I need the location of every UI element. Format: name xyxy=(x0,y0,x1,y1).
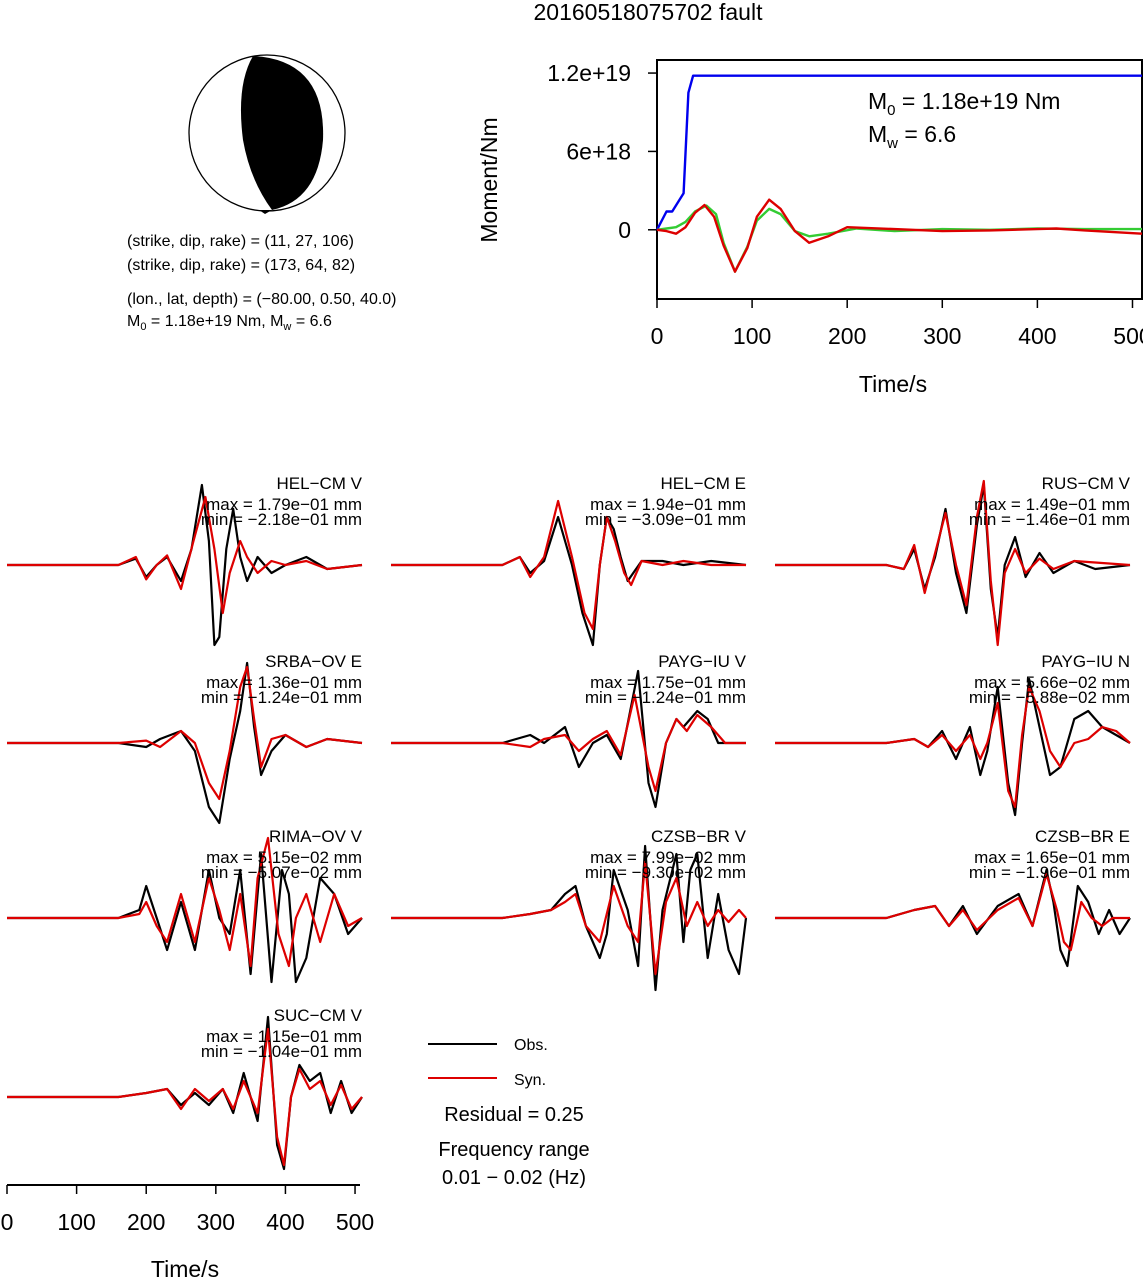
legend-syn-label: Syn. xyxy=(514,1072,546,1089)
waveform-x-tick-label: 400 xyxy=(266,1209,304,1235)
hypocenter-text: (lon., lat, depth) = (−80.00, 0.50, 40.0… xyxy=(127,291,397,308)
max-amplitude-label: max = 1.94e−01 mm xyxy=(590,495,746,514)
waveform-x-tick-label: 0 xyxy=(1,1209,14,1235)
frequency-value: 0.01 − 0.02 (Hz) xyxy=(442,1167,586,1189)
min-amplitude-label: min = −1.04e−01 mm xyxy=(201,1042,362,1061)
mechanism-text: (strike, dip, rake) = (11, 27, 106) (str… xyxy=(127,233,397,333)
legend-obs-label: Obs. xyxy=(514,1037,548,1054)
residual-text: Residual = 0.25 xyxy=(444,1104,584,1126)
waveform-x-tick-label: 200 xyxy=(127,1209,165,1235)
synthetic-waveform xyxy=(775,685,1131,809)
min-amplitude-label: min = −2.18e−01 mm xyxy=(201,510,362,529)
synthetic-waveform xyxy=(391,693,746,793)
synthetic-waveform xyxy=(7,495,363,615)
moment-plot-frame xyxy=(656,59,1143,300)
observed-waveform xyxy=(391,515,747,647)
synthetic-waveform xyxy=(391,860,747,976)
moment-x-tick-label: 300 xyxy=(923,323,961,349)
legend: Obs. Syn. Residual = 0.25 Frequency rang… xyxy=(428,1037,590,1189)
nodal-plane-1: (strike, dip, rake) = (11, 27, 106) xyxy=(127,233,354,250)
max-amplitude-label: max = 1.15e−01 mm xyxy=(206,1027,362,1046)
moment-y-tick-label: 1.2e+19 xyxy=(547,60,631,86)
observed-waveform xyxy=(391,669,746,809)
max-amplitude-label: max = 1.79e−01 mm xyxy=(206,495,362,514)
station-label: CZSB−BR V xyxy=(651,827,747,846)
waveform-x-tick-label: 100 xyxy=(57,1209,95,1235)
max-amplitude-label: max = 1.36e−01 mm xyxy=(206,673,362,692)
beachball xyxy=(188,54,346,214)
max-amplitude-label: max = 7.99e−02 mm xyxy=(590,848,746,867)
moment-annotation-mw: Mw = 6.6 xyxy=(868,121,956,152)
moment-chart: 0 100 200 300 400 500 0 6e+18 1.2e+19 M0 = 1.18… xyxy=(476,59,1143,397)
nodal-plane-2: (strike, dip, rake) = (173, 64, 82) xyxy=(127,257,355,274)
station-label: PAYG−IU N xyxy=(1041,652,1130,671)
synthetic-waveform xyxy=(7,665,363,801)
moment-y-tick-label: 0 xyxy=(618,217,631,243)
waveform-x-tick-label: 300 xyxy=(197,1209,235,1235)
min-amplitude-label: min = −5.88e−02 mm xyxy=(969,688,1130,707)
cumulative-moment-line xyxy=(655,74,1142,231)
station-label: RIMA−OV V xyxy=(269,827,363,846)
station-label: SRBA−OV E xyxy=(265,652,362,671)
moment-rate-line-green xyxy=(656,204,1142,273)
synthetic-waveform xyxy=(775,872,1130,952)
observed-waveform xyxy=(7,852,363,984)
station-label: RUS−CM V xyxy=(1042,474,1131,493)
waveform-time-axis: Time/s 0 100 200 300 400 500 xyxy=(1,1184,374,1281)
frequency-title: Frequency range xyxy=(438,1139,589,1161)
min-amplitude-label: min = −1.24e−01 mm xyxy=(201,688,362,707)
max-amplitude-label: max = 5.15e−02 mm xyxy=(206,848,362,867)
station-label: PAYG−IU V xyxy=(658,652,746,671)
moment-rate-line-red xyxy=(656,198,1143,273)
min-amplitude-label: min = −1.46e−01 mm xyxy=(969,510,1130,529)
compressional-sliver xyxy=(259,210,272,214)
max-amplitude-label: max = 5.66e−02 mm xyxy=(974,673,1130,692)
compressional-quadrant xyxy=(240,56,324,210)
moment-x-tick-label: 400 xyxy=(1018,323,1056,349)
moment-xlabel: Time/s xyxy=(859,371,927,397)
station-label: CZSB−BR E xyxy=(1035,827,1130,846)
station-label: HEL−CM V xyxy=(277,474,363,493)
min-amplitude-label: min = −5.07e−02 mm xyxy=(201,863,362,882)
moment-annotation-m0: M0 = 1.18e+19 Nm xyxy=(868,88,1060,119)
max-amplitude-label: max = 1.65e−01 mm xyxy=(974,848,1130,867)
moment-y-tick-label: 6e+18 xyxy=(566,138,631,164)
synthetic-waveform xyxy=(391,499,746,631)
synthetic-waveform xyxy=(7,1027,363,1167)
moment-x-tick-label: 500 xyxy=(1113,323,1143,349)
moment-ylabel: Moment/Nm xyxy=(476,117,502,242)
max-amplitude-label: max = 1.49e−01 mm xyxy=(974,495,1130,514)
min-amplitude-label: min = −9.30e−02 mm xyxy=(585,863,746,882)
synthetic-waveform xyxy=(7,836,363,968)
min-amplitude-label: min = −1.96e−01 mm xyxy=(969,863,1130,882)
min-amplitude-label: min = −1.24e−01 mm xyxy=(585,688,746,707)
moment-x-tick-label: 100 xyxy=(733,323,771,349)
moment-x-tick-label: 0 xyxy=(651,323,664,349)
figure-title: 20160518075702 fault xyxy=(534,0,764,25)
station-label: SUC−CM V xyxy=(274,1006,363,1025)
waveform-xlabel: Time/s xyxy=(151,1256,219,1281)
max-amplitude-label: max = 1.75e−01 mm xyxy=(590,673,746,692)
station-label: HEL−CM E xyxy=(661,474,747,493)
moment-x-tick-label: 200 xyxy=(828,323,866,349)
min-amplitude-label: min = −3.09e−01 mm xyxy=(585,510,746,529)
synthetic-waveform xyxy=(775,479,1131,647)
waveform-x-tick-label: 500 xyxy=(336,1209,374,1235)
moment-magnitude-text: M0 = 1.18e+19 Nm, Mw = 6.6 xyxy=(127,313,332,333)
